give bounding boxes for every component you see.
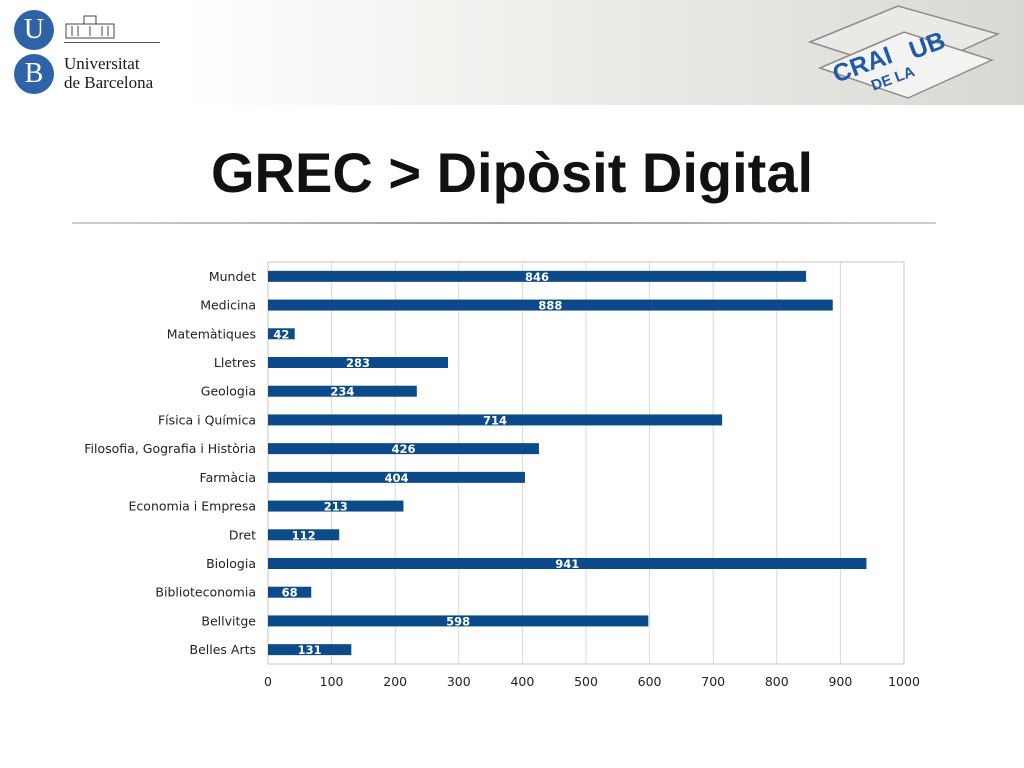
category-label: Biblioteconomia [155,585,256,600]
bar [268,385,417,397]
data-label: 131 [298,643,322,657]
category-label: Medicina [200,298,256,313]
bar [268,328,295,340]
bar-chart: 0 100 200 300 400 500 600 700 800 900 1000 Mundet 84… [84,261,920,689]
university-name-line-2: de Barcelona [64,73,154,92]
data-label: 598 [446,614,470,628]
logo-letter-b: B [14,54,54,94]
bar [268,299,833,311]
data-label: 426 [391,442,415,456]
data-label: 404 [384,471,408,485]
header-band: U B Universitat de Barcelona CRAI DE LA … [0,0,1024,105]
x-tick-label: 600 [638,674,662,689]
x-tick-label: 200 [383,674,407,689]
data-label: 888 [538,299,562,313]
x-tick-label: 800 [765,674,789,689]
data-label: 234 [330,385,354,399]
category-label: Física i Química [158,412,256,427]
x-tick-label: 1000 [888,674,920,689]
bar [268,357,448,368]
category-label: Matemàtiques [167,326,256,341]
data-label: 941 [555,557,579,571]
data-label: 42 [273,327,289,341]
bar [268,529,340,541]
bar [268,644,352,656]
category-label: Bellvitge [201,613,256,628]
building-icon [65,15,115,39]
x-tick-label: 900 [828,674,852,689]
logo-divider [64,42,160,43]
data-label: 714 [483,413,507,427]
category-label: Lletres [214,355,256,370]
slide-title: GREC > Dipòsit Digital [210,141,814,204]
category-label: Economia i Empresa [129,499,256,514]
x-tick-label: 700 [701,674,725,689]
x-tick-label: 300 [447,674,471,689]
category-label: Mundet [209,269,256,284]
x-tick-label: 0 [264,674,272,689]
data-label: 846 [525,270,549,284]
x-tick-label: 500 [574,674,598,689]
data-label: 213 [324,500,348,514]
data-label: 68 [282,586,298,600]
university-logo[interactable]: U B Universitat de Barcelona [14,10,174,100]
logo-letter-u: U [14,10,54,50]
category-label: Dret [229,527,256,542]
bar [268,443,539,455]
bar [268,270,807,282]
bar [268,586,312,598]
plot-area-border [267,261,905,665]
category-label: Farmàcia [200,470,256,485]
title-divider [72,222,936,224]
bar [268,615,649,627]
data-label: 112 [292,528,316,542]
university-name-line-1: Universitat [64,54,140,73]
bar [268,471,525,483]
university-name: Universitat de Barcelona [64,54,153,92]
category-label: Belles Arts [190,642,257,657]
x-tick-label: 400 [510,674,534,689]
crai-logo-front-plane [817,31,995,99]
category-label: Biologia [206,556,256,571]
data-label: 283 [346,356,370,370]
x-tick-label: 100 [320,674,344,689]
bar [268,414,723,426]
category-label: Filosofia, Gografia i Història [84,441,256,456]
bar [268,558,867,569]
category-label: Geologia [201,384,256,399]
bar [268,500,404,512]
crai-logo[interactable]: CRAI DE LA UB [806,2,1002,102]
